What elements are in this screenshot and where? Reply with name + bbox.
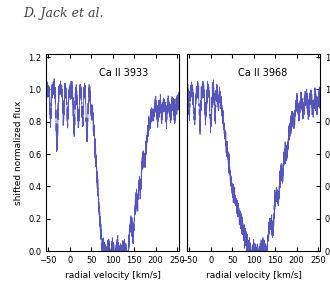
Text: Ca II 3968: Ca II 3968 [238, 68, 287, 78]
X-axis label: radial velocity [km/s]: radial velocity [km/s] [206, 271, 302, 280]
Y-axis label: shifted normalized flux: shifted normalized flux [14, 100, 22, 205]
Text: D. Jack et al.: D. Jack et al. [23, 7, 104, 20]
Text: Ca II 3933: Ca II 3933 [99, 68, 148, 78]
X-axis label: radial velocity [km/s]: radial velocity [km/s] [65, 271, 161, 280]
